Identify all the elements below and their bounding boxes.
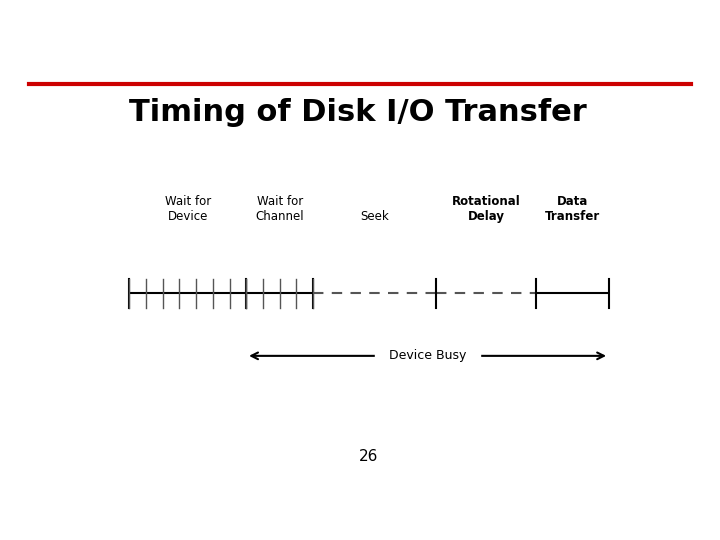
Text: Timing of Disk I/O Transfer: Timing of Disk I/O Transfer (129, 98, 587, 127)
Text: Device Busy: Device Busy (381, 349, 474, 362)
Text: Wait for
Device: Wait for Device (165, 195, 211, 223)
Text: Rotational
Delay: Rotational Delay (452, 195, 521, 223)
Text: Wait for
Channel: Wait for Channel (256, 195, 304, 223)
Text: Seek: Seek (360, 210, 389, 223)
Text: Data
Transfer: Data Transfer (545, 195, 600, 223)
Text: 26: 26 (359, 449, 379, 464)
